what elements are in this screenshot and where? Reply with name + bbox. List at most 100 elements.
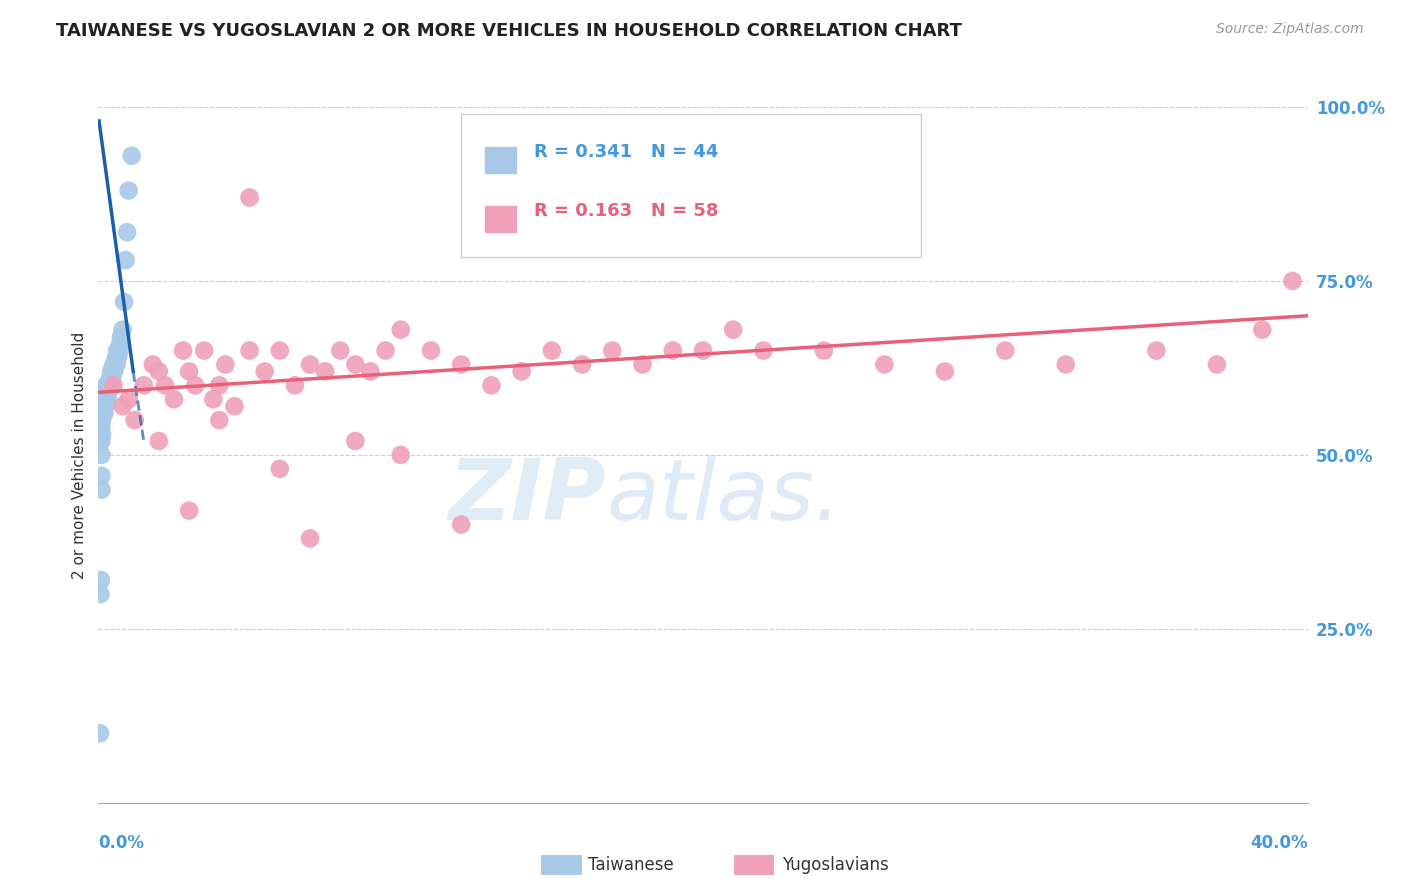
Point: [118, 392, 141, 407]
Point: [100, 364, 122, 378]
Text: R = 0.341   N = 44: R = 0.341 N = 44: [534, 144, 718, 161]
Point: [111, 399, 134, 413]
Point: [96, 385, 118, 400]
Y-axis label: 2 or more Vehicles in Household: 2 or more Vehicles in Household: [72, 331, 87, 579]
Point: [108, 336, 131, 351]
Point: [96, 378, 118, 392]
Text: R = 0.163   N = 58: R = 0.163 N = 58: [534, 202, 718, 220]
Point: [94, 399, 117, 413]
Point: [98, 378, 121, 392]
Point: [115, 225, 138, 239]
Text: Source: ZipAtlas.com: Source: ZipAtlas.com: [1216, 22, 1364, 37]
Point: [103, 358, 125, 372]
Point: [1054, 358, 1077, 372]
Point: [239, 343, 262, 358]
Point: [105, 358, 128, 372]
Point: [299, 358, 322, 372]
Point: [179, 364, 201, 378]
Text: atlas.: atlas.: [606, 455, 842, 538]
Point: [571, 358, 593, 372]
Point: [104, 358, 127, 372]
Point: [752, 343, 775, 358]
Point: [631, 358, 654, 372]
Point: [540, 343, 562, 358]
Point: [108, 343, 131, 358]
Text: TAIWANESE VS YUGOSLAVIAN 2 OR MORE VEHICLES IN HOUSEHOLD CORRELATION CHART: TAIWANESE VS YUGOSLAVIAN 2 OR MORE VEHIC…: [56, 22, 962, 40]
Point: [105, 343, 128, 358]
Point: [224, 399, 246, 413]
Point: [269, 343, 291, 358]
Point: [208, 378, 231, 392]
Point: [994, 343, 1017, 358]
Point: [148, 364, 170, 378]
Point: [90, 573, 112, 587]
Point: [90, 420, 112, 434]
Point: [723, 323, 745, 337]
Point: [208, 413, 231, 427]
Point: [481, 378, 503, 392]
Point: [934, 364, 956, 378]
Point: [104, 351, 127, 365]
Point: [91, 406, 114, 420]
Point: [314, 364, 336, 378]
Point: [93, 406, 115, 420]
Point: [253, 364, 276, 378]
Point: [661, 343, 683, 358]
Point: [329, 343, 352, 358]
Point: [1281, 274, 1303, 288]
Point: [450, 358, 472, 372]
Point: [89, 726, 111, 740]
Point: [103, 364, 125, 378]
Point: [148, 434, 170, 448]
Text: ZIP: ZIP: [449, 455, 606, 538]
Point: [94, 378, 117, 392]
Point: [172, 343, 194, 358]
Point: [239, 190, 262, 204]
Point: [124, 413, 146, 427]
Point: [193, 343, 215, 358]
Point: [179, 503, 201, 517]
Point: [90, 483, 112, 497]
Point: [284, 378, 307, 392]
Point: [90, 434, 112, 448]
Point: [873, 358, 896, 372]
Text: Taiwanese: Taiwanese: [588, 856, 673, 874]
Point: [112, 294, 135, 309]
Point: [118, 184, 141, 198]
Point: [91, 427, 114, 442]
Point: [91, 413, 114, 427]
Point: [602, 343, 624, 358]
Point: [163, 392, 186, 407]
Point: [202, 392, 225, 407]
Point: [101, 371, 124, 385]
Point: [374, 343, 396, 358]
Point: [692, 343, 714, 358]
FancyBboxPatch shape: [485, 147, 516, 173]
Point: [1144, 343, 1167, 358]
Point: [100, 378, 122, 392]
Point: [91, 392, 114, 407]
Point: [1251, 323, 1274, 337]
Point: [1206, 358, 1229, 372]
FancyBboxPatch shape: [485, 206, 516, 232]
Point: [111, 323, 134, 337]
Point: [214, 358, 236, 372]
Point: [110, 329, 132, 343]
Point: [450, 517, 472, 532]
Point: [93, 392, 115, 407]
Text: 0.0%: 0.0%: [98, 834, 145, 852]
Point: [153, 378, 176, 392]
Point: [389, 448, 412, 462]
Point: [299, 532, 322, 546]
Point: [360, 364, 382, 378]
Point: [142, 358, 165, 372]
Point: [114, 253, 136, 268]
Point: [90, 448, 112, 462]
Point: [90, 587, 112, 601]
Point: [96, 392, 118, 407]
FancyBboxPatch shape: [461, 114, 921, 257]
Point: [813, 343, 835, 358]
Point: [121, 149, 143, 163]
Point: [420, 343, 443, 358]
Point: [90, 468, 112, 483]
